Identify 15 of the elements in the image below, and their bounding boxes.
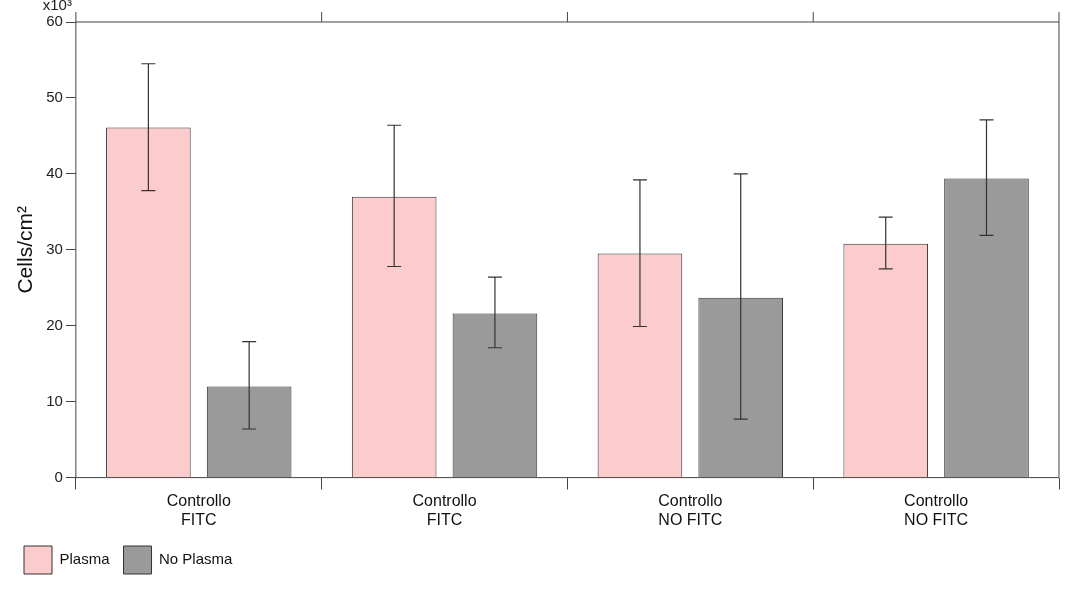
y-tick-label: 60: [46, 12, 63, 30]
y-tick-label: 10: [46, 391, 63, 409]
y-tick-label: 40: [46, 164, 63, 182]
y-axis-title: Cells/cm²: [13, 206, 37, 294]
y-tick-label: 50: [46, 88, 63, 106]
legend-label: Plasma: [59, 550, 111, 568]
text: x10³: [42, 0, 72, 14]
y-tick-label: 0: [54, 467, 63, 485]
y-tick-label: 30: [46, 239, 63, 257]
x-tick-label: Controllo NO FITC: [658, 491, 723, 528]
x-tick-label: Controllo NO FITC: [904, 491, 969, 528]
x-tick-label: Controllo FITC: [166, 491, 231, 528]
y-tick-label: 20: [46, 315, 63, 333]
legend-label: No Plasma: [159, 550, 234, 568]
x-tick-label: Controllo FITC: [412, 491, 477, 528]
